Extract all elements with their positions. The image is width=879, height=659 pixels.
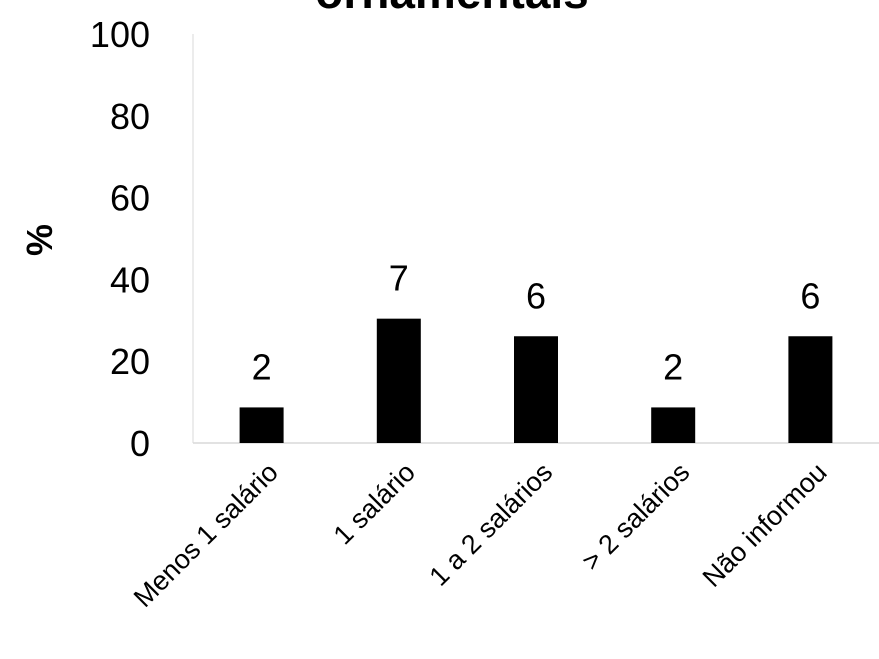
bar [788, 336, 833, 443]
data-label: 2 [663, 346, 683, 387]
x-tick-labels: Menos 1 salário 1 salário 1 a 2 salários > … [128, 457, 833, 613]
data-label: 6 [800, 275, 820, 316]
data-label: 6 [526, 275, 546, 316]
x-tick-label: > 2 salários [576, 457, 695, 576]
x-tick-label: 1 salário [328, 457, 421, 550]
y-tick-label: 0 [130, 423, 150, 464]
data-labels: 2 7 6 2 6 [252, 258, 821, 388]
y-tick-label: 80 [110, 96, 150, 137]
y-tick-label: 20 [110, 341, 150, 382]
bars [239, 318, 833, 443]
y-tick-label: 40 [110, 259, 150, 300]
bar [239, 407, 284, 443]
y-axis-label: % [19, 224, 60, 256]
x-tick-label: Não informou [697, 457, 833, 593]
y-tick-label: 100 [90, 14, 150, 55]
bar [651, 407, 696, 443]
x-tick-label: 1 a 2 salários [423, 457, 558, 592]
x-tick-label: Menos 1 salário [128, 457, 284, 613]
data-label: 7 [389, 258, 409, 299]
bar [376, 318, 421, 443]
data-label: 2 [252, 346, 272, 387]
y-tick-label: 60 [110, 178, 150, 219]
chart-title: ornamentais [315, 0, 589, 18]
y-tick-labels: 0 20 40 60 80 100 [90, 14, 150, 464]
bar [514, 336, 558, 443]
